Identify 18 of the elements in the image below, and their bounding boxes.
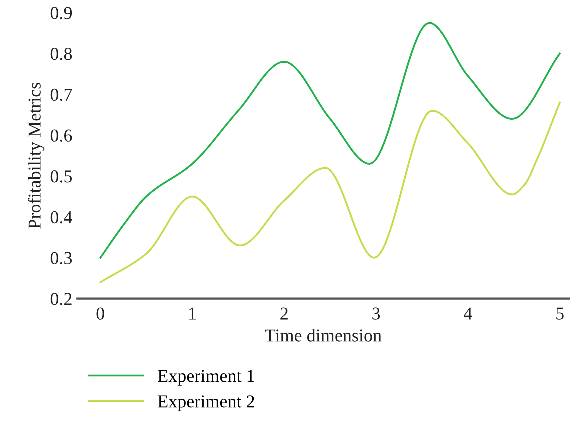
y-tick-label: 0.5 (50, 170, 72, 183)
x-tick-label: 4 (464, 308, 472, 320)
y-tick-label: 0.8 (50, 48, 72, 60)
y-tick-label: 0.4 (50, 211, 72, 224)
y-axis-title: Profitability Metrics (28, 83, 45, 229)
legend-label: Experiment 1 (158, 370, 254, 386)
x-tick-label: 2 (280, 308, 288, 320)
y-tick-label: 0.6 (50, 130, 72, 142)
x-tick-label: 3 (372, 308, 380, 320)
y-tick-label: 0.9 (50, 7, 72, 20)
y-tick-label: 0.3 (50, 252, 72, 265)
y-tick-label: 0.7 (50, 88, 72, 102)
x-tick-label: 0 (96, 308, 104, 320)
x-tick-label: 1 (190, 308, 196, 320)
x-axis-title: Time dimension (265, 329, 382, 342)
x-tick-label: 5 (556, 308, 564, 320)
y-tick-label: 0.2 (50, 293, 72, 306)
legend-label: Experiment 2 (158, 396, 254, 412)
